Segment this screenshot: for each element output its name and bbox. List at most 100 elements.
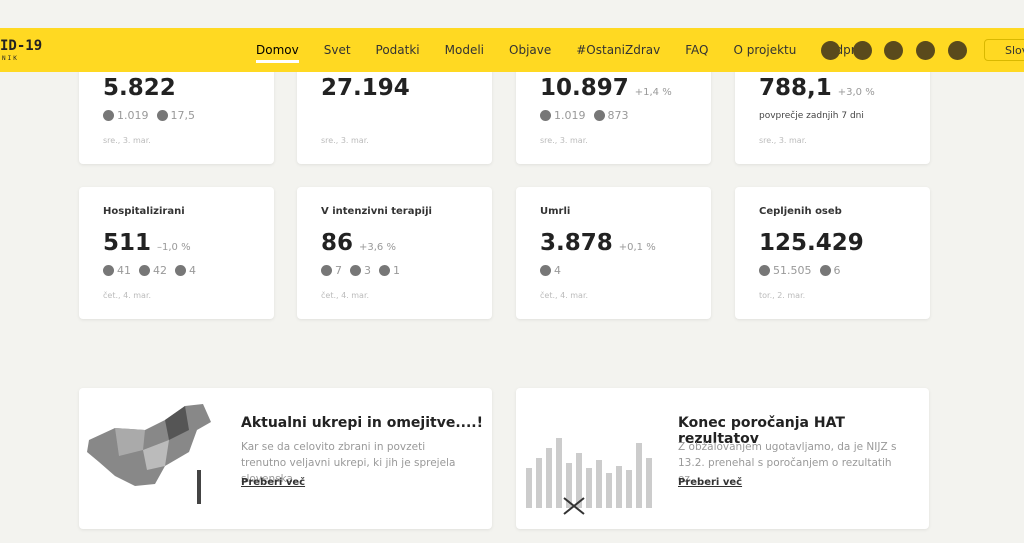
card-value: 3.878 +0,1 %	[540, 230, 656, 256]
nav-link[interactable]: #OstaniZdrav	[576, 43, 661, 57]
card-title: Hospitalizirani	[103, 206, 185, 217]
post-card[interactable]: Aktualni ukrepi in omejitve....! Kar se d…	[79, 388, 492, 529]
change: +3,0 %	[837, 87, 875, 98]
card-subs: 1.019 17,5	[103, 109, 195, 122]
value: 511	[103, 230, 152, 256]
sub-value: 7	[335, 264, 342, 277]
card-date: čet., 4. mar.	[540, 291, 589, 300]
icon	[103, 110, 114, 121]
card-value: 788,1 +3,0 %	[759, 75, 875, 101]
sub-stat: 4	[175, 264, 196, 277]
card-value: 10.897 +1,4 %	[540, 75, 672, 101]
sub-stat: 873	[593, 109, 629, 122]
card-date: sre., 3. mar.	[759, 136, 807, 145]
logo-sub: NIK	[2, 55, 19, 62]
card-date: sre., 3. mar.	[321, 136, 369, 145]
sub-value: 1	[393, 264, 400, 277]
language-select[interactable]: Slov	[984, 39, 1024, 61]
card-value: 86 +3,6 %	[321, 230, 396, 256]
sub-stat: 42	[139, 264, 167, 277]
sub-value: 3	[364, 264, 371, 277]
card-date: tor., 2. mar.	[759, 291, 806, 300]
nav-link[interactable]: Podatki	[375, 43, 420, 57]
nav-link[interactable]: Objave	[509, 43, 552, 57]
change: +3,6 %	[359, 242, 396, 253]
sub-value: 41	[117, 264, 131, 277]
card-title: Cepljenih oseb	[759, 206, 842, 217]
icon	[103, 265, 114, 276]
icon	[379, 265, 390, 276]
sub-stat: 51.505	[759, 264, 812, 277]
nav-link[interactable]: FAQ	[685, 43, 709, 57]
nav: Domov Svet Podatki Modeli Objave #OstaniZdrav…	[256, 43, 864, 63]
map-image	[87, 404, 211, 504]
icon	[175, 265, 186, 276]
value: 27.194	[321, 75, 410, 101]
facebook-icon[interactable]	[821, 41, 840, 60]
sub-value: 4	[554, 264, 561, 277]
stat-card: Cepljenih oseb 125.429 51.505 6 tor., 2. mar…	[735, 187, 930, 319]
change: +0,1 %	[618, 242, 656, 253]
card-title: V intenzivni terapiji	[321, 206, 432, 217]
value: 788,1	[759, 75, 832, 101]
value: 86	[321, 230, 354, 256]
icon	[540, 265, 551, 276]
icon	[593, 110, 605, 121]
value: 5.822	[103, 75, 176, 101]
sub-value: 1.019	[117, 109, 149, 122]
stat-card: Hospitalizirani 511 –1,0 % 41 42 4 čet., 4. ma…	[79, 187, 274, 319]
card-date: čet., 4. mar.	[321, 291, 370, 300]
sub-stat: 1	[379, 264, 400, 277]
post-text: Z obžalovanjem ugotavljamo, da je NIJZ s…	[678, 441, 897, 485]
sub-value: 873	[607, 109, 629, 122]
sub-value: 17,5	[170, 109, 196, 122]
sub-stat: 6	[819, 264, 841, 277]
read-more-link[interactable]: Preberi več	[241, 477, 306, 488]
icon	[139, 265, 150, 276]
sub-stat: 41	[103, 264, 131, 277]
icon	[819, 265, 831, 276]
icon	[350, 265, 361, 276]
card-date: sre., 3. mar.	[103, 136, 151, 145]
value: 125.429	[759, 230, 864, 256]
medium-icon[interactable]	[884, 41, 903, 60]
twitter-icon[interactable]	[853, 41, 872, 60]
sub-value: 51.505	[773, 264, 812, 277]
icon	[759, 265, 770, 276]
chart-image	[526, 438, 652, 515]
icon	[156, 110, 168, 121]
nav-link[interactable]: O projektu	[733, 43, 797, 57]
youtube-icon[interactable]	[916, 41, 935, 60]
card-value: 511 –1,0 %	[103, 230, 191, 256]
stat-card: Umrli 3.878 +0,1 % 4 čet., 4. mar.	[516, 187, 711, 319]
sub-value: 42	[153, 264, 167, 277]
sub-stat: 1.019	[103, 109, 149, 122]
card-date: čet., 4. mar.	[103, 291, 152, 300]
stat-card: V intenzivni terapiji 86 +3,6 % 7 3 1 čet., 4.…	[297, 187, 492, 319]
card-date: sre., 3. mar.	[540, 136, 588, 145]
card-value: 27.194	[321, 75, 410, 101]
card-note: povprečje zadnjih 7 dni	[759, 111, 864, 121]
post-title[interactable]: Konec poročanja HAT rezultatov	[678, 415, 845, 447]
nav-link[interactable]: Domov	[256, 43, 299, 63]
value: 3.878	[540, 230, 613, 256]
nav-link[interactable]: Modeli	[444, 43, 485, 57]
logo[interactable]: ID-19	[0, 38, 43, 54]
icon	[321, 265, 332, 276]
nav-link[interactable]: Svet	[323, 43, 351, 57]
github-icon[interactable]	[948, 41, 967, 60]
card-value: 125.429	[759, 230, 864, 256]
sub-stat: 7	[321, 264, 342, 277]
sub-stat: 1.019	[540, 109, 586, 122]
sub-value: 1.019	[554, 109, 586, 122]
post-title[interactable]: Aktualni ukrepi in omejitve....!	[241, 415, 483, 431]
card-subs: 1.019 873	[540, 109, 629, 122]
card-subs: 51.505 6	[759, 264, 841, 277]
read-more-link[interactable]: Preberi več	[678, 477, 743, 488]
post-card[interactable]: Konec poročanja HAT rezultatov Z obžalova…	[516, 388, 929, 529]
sub-stat: 4	[540, 264, 561, 277]
sub-value: 4	[189, 264, 196, 277]
card-subs: 41 42 4	[103, 264, 196, 277]
header: ID-19 NIK Domov Svet Podatki Modeli Objave #O…	[0, 28, 1024, 72]
